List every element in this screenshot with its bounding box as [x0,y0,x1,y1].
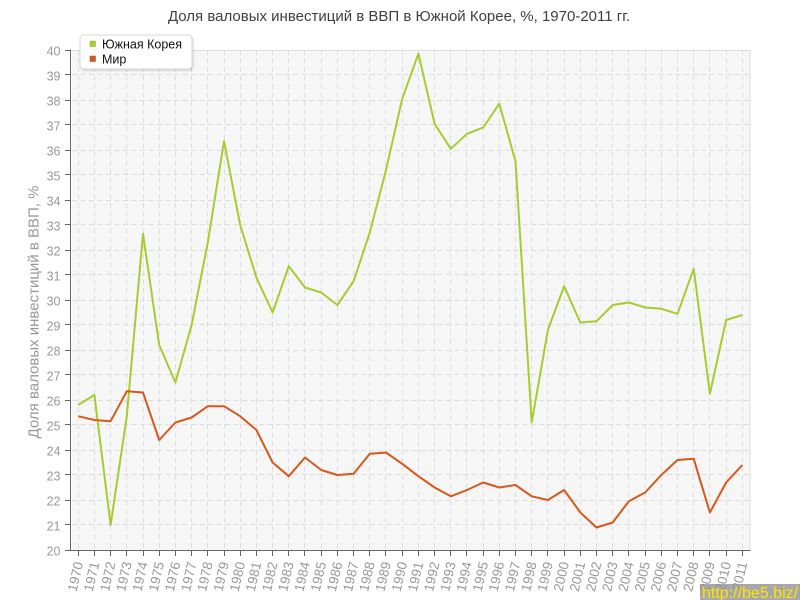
svg-text:1978: 1978 [194,560,215,593]
svg-text:22: 22 [47,494,61,508]
svg-text:1986: 1986 [324,560,345,593]
svg-text:Мир: Мир [102,53,126,67]
svg-text:2002: 2002 [583,560,604,593]
svg-text:33: 33 [47,219,61,233]
svg-text:1994: 1994 [454,560,475,593]
svg-text:1975: 1975 [146,560,167,593]
svg-text:1976: 1976 [162,560,183,593]
svg-text:2007: 2007 [664,560,685,593]
svg-text:2004: 2004 [615,560,636,593]
svg-text:2005: 2005 [632,560,653,593]
svg-text:1990: 1990 [389,560,410,593]
svg-text:1996: 1996 [486,560,507,593]
svg-text:30: 30 [47,294,61,308]
svg-text:1992: 1992 [421,560,442,593]
svg-text:39: 39 [47,69,61,83]
svg-text:1974: 1974 [130,560,151,593]
svg-text:1997: 1997 [502,560,523,593]
svg-text:34: 34 [47,194,61,208]
svg-text:1989: 1989 [373,560,394,593]
svg-text:20: 20 [47,544,61,558]
svg-text:24: 24 [47,444,61,458]
svg-text:27: 27 [47,369,61,383]
svg-text:Доля валовых инвестиций в ВВП,: Доля валовых инвестиций в ВВП, % [26,186,43,439]
svg-text:1985: 1985 [308,560,329,593]
svg-text:2001: 2001 [567,560,588,593]
svg-text:21: 21 [47,519,61,533]
svg-text:37: 37 [47,119,61,133]
svg-text:1988: 1988 [356,560,377,593]
svg-text:28: 28 [47,344,61,358]
svg-text:2006: 2006 [648,560,669,593]
svg-text:Доля валовых инвестиций в ВВП: Доля валовых инвестиций в ВВП в Южной Ко… [168,8,630,25]
svg-text:1993: 1993 [437,560,458,593]
svg-text:38: 38 [47,94,61,108]
svg-text:1973: 1973 [113,560,134,593]
svg-text:1982: 1982 [259,560,280,593]
svg-text:26: 26 [47,394,61,408]
svg-text:1984: 1984 [292,560,313,593]
svg-text:1998: 1998 [518,560,539,593]
svg-text:1980: 1980 [227,560,248,593]
svg-text:1987: 1987 [340,560,361,593]
svg-text:29: 29 [47,319,61,333]
svg-text:1999: 1999 [534,560,555,593]
svg-text:2000: 2000 [551,560,572,593]
svg-text:1977: 1977 [178,560,199,593]
svg-text:36: 36 [47,144,61,158]
svg-text:25: 25 [47,419,61,433]
svg-text:1972: 1972 [97,560,118,593]
svg-text:32: 32 [47,244,61,258]
svg-text:31: 31 [47,269,61,283]
svg-text:2003: 2003 [599,560,620,593]
svg-text:1979: 1979 [211,560,232,593]
svg-text:40: 40 [47,44,61,58]
svg-text:1981: 1981 [243,560,264,593]
svg-text:1983: 1983 [275,560,296,593]
svg-text:1970: 1970 [65,560,86,593]
svg-text:35: 35 [47,169,61,183]
svg-text:http://be5.biz/: http://be5.biz/ [702,585,799,600]
svg-text:23: 23 [47,469,61,483]
svg-text:1991: 1991 [405,560,426,593]
svg-text:1971: 1971 [81,560,102,593]
svg-text:Южная Корея: Южная Корея [102,38,182,52]
svg-text:1995: 1995 [470,560,491,593]
svg-text:2008: 2008 [680,560,701,593]
